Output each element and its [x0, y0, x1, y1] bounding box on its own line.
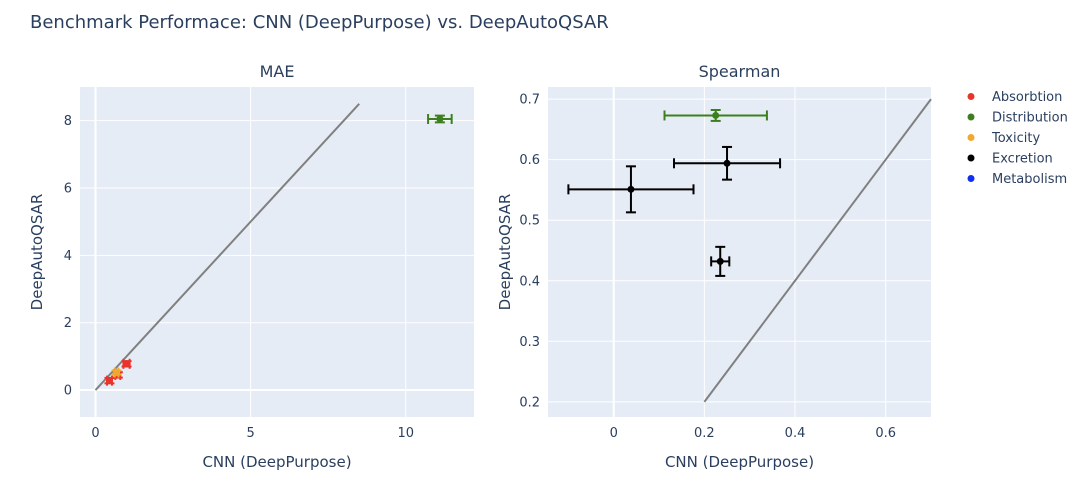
mae-distribution-point	[427, 113, 453, 124]
mae-gridlines	[80, 87, 474, 417]
mae-y-tick-label: 2	[64, 316, 72, 331]
legend-label: Toxicity	[991, 131, 1040, 146]
spearman-x-tick-label: 0.4	[785, 426, 806, 441]
spearman-x-tick-label: 0.6	[875, 426, 896, 441]
legend: Absorbtion Distribution Toxicity Excretion M…	[967, 90, 1068, 187]
spearman-excretion-point	[710, 245, 731, 277]
spearman-distribution-point	[663, 109, 768, 122]
spearman-y-axis-title: DeepAutoQSAR	[496, 194, 514, 311]
mae-plot-area	[80, 87, 474, 417]
marker	[723, 159, 731, 167]
legend-marker	[967, 113, 975, 121]
mae-x-tick-label: 5	[246, 426, 254, 441]
mae-y-axis-title: DeepAutoQSAR	[28, 194, 46, 311]
legend-item-absorbtion: Absorbtion	[967, 90, 1062, 105]
spearman-y-ticks: 0.2 0.3 0.4 0.5 0.6 0.7	[519, 93, 540, 411]
figure-title: Benchmark Performace: CNN (DeepPurpose) …	[30, 12, 609, 33]
spearman-reference-line	[703, 98, 932, 403]
legend-item-excretion: Excretion	[967, 152, 1053, 167]
spearman-excretion-point	[673, 145, 782, 181]
mae-x-tick-label: 0	[91, 426, 99, 441]
marker	[716, 257, 724, 265]
spearman-plot-area	[548, 87, 931, 417]
spearman-y-tick-label: 0.5	[519, 214, 540, 229]
spearman-y-tick-label: 0.2	[519, 395, 540, 410]
marker	[712, 111, 720, 119]
legend-item-metabolism: Metabolism	[967, 172, 1067, 187]
spearman-y-tick-label: 0.6	[519, 153, 540, 168]
legend-label: Excretion	[992, 152, 1053, 167]
mae-panel: MAE 0 5 10 0 2 4 6 8 CNN (DeepPurpose) DeepAut…	[28, 62, 474, 471]
mae-x-axis-title: CNN (DeepPurpose)	[202, 453, 351, 471]
marker	[113, 369, 121, 377]
spearman-x-ticks: 0 0.2 0.4 0.6	[610, 426, 896, 441]
mae-subplot-title: MAE	[260, 62, 295, 81]
spearman-y-tick-label: 0.7	[519, 93, 540, 108]
mae-marks	[94, 103, 453, 391]
spearman-x-tick-label: 0.2	[694, 426, 715, 441]
spearman-marks	[567, 98, 932, 403]
mae-y-ticks: 0 2 4 6 8	[64, 114, 72, 398]
mae-toxicity-point	[111, 367, 122, 378]
spearman-subplot-title: Spearman	[699, 62, 781, 81]
mae-y-tick-label: 6	[64, 182, 72, 197]
spearman-y-tick-label: 0.4	[519, 274, 540, 289]
legend-item-distribution: Distribution	[967, 111, 1068, 126]
spearman-excretion-point	[567, 165, 695, 214]
spearman-panel: Spearman 0 0.2 0.4 0.6 0.2 0.3 0.4 0.5 0.6 0.7 C…	[496, 62, 932, 471]
spearman-x-tick-label: 0	[610, 426, 618, 441]
mae-absorbtion-point	[104, 375, 115, 386]
mae-absorbtion-point	[121, 358, 132, 369]
legend-label: Metabolism	[992, 172, 1067, 187]
mae-y-tick-label: 0	[64, 384, 72, 399]
legend-marker	[967, 93, 975, 100]
legend-label: Distribution	[992, 111, 1068, 126]
mae-x-tick-label: 10	[397, 426, 414, 441]
legend-label: Absorbtion	[992, 90, 1062, 105]
mae-y-tick-label: 8	[64, 114, 72, 129]
marker	[105, 377, 113, 385]
marker	[627, 185, 635, 193]
mae-reference-line	[94, 103, 360, 391]
mae-x-ticks: 0 5 10	[91, 426, 414, 441]
marker	[123, 360, 131, 368]
spearman-y-tick-label: 0.3	[519, 335, 540, 350]
spearman-x-axis-title: CNN (DeepPurpose)	[665, 453, 814, 471]
legend-marker	[967, 175, 975, 182]
mae-y-tick-label: 4	[64, 249, 72, 264]
marker	[436, 115, 444, 123]
legend-item-toxicity: Toxicity	[967, 131, 1040, 146]
legend-marker	[967, 134, 975, 141]
legend-marker	[967, 154, 975, 162]
spearman-gridlines	[548, 87, 931, 417]
